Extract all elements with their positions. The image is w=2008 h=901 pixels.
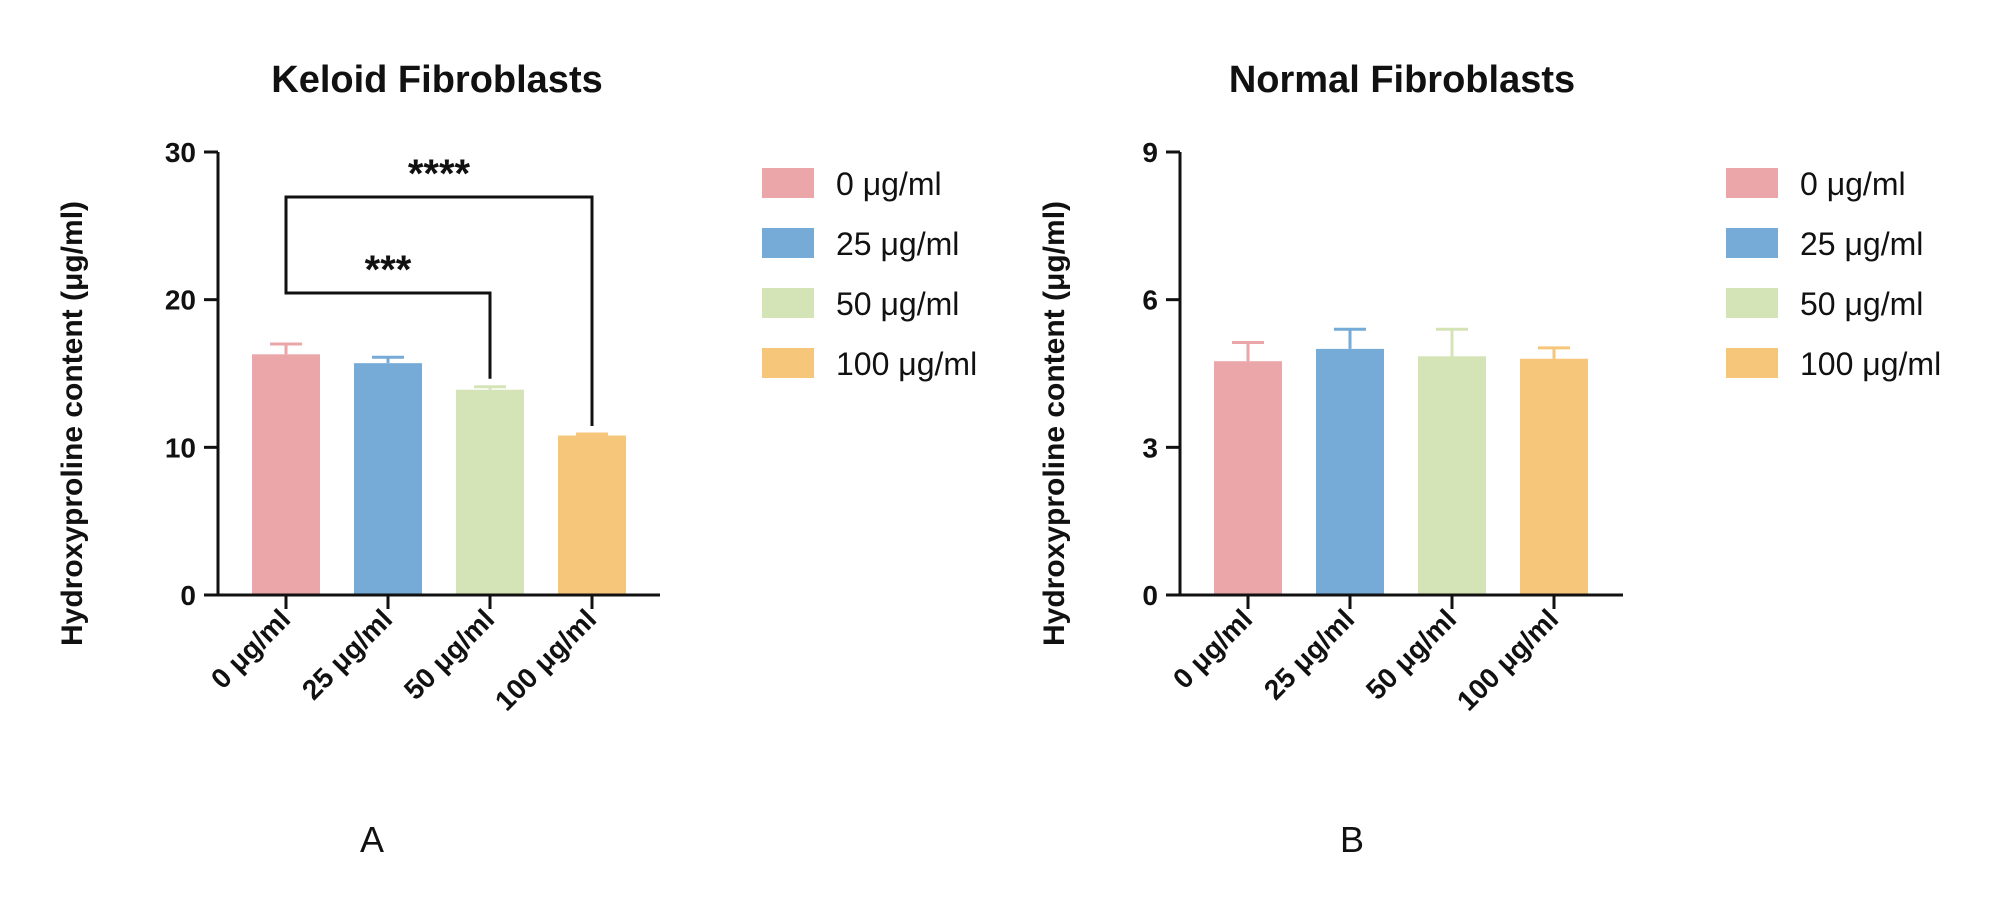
bar-2 bbox=[354, 363, 422, 595]
x-category-label: 0 μg/ml bbox=[1167, 603, 1258, 694]
legend-swatch-2 bbox=[762, 228, 814, 258]
legend-label: 0 μg/ml bbox=[836, 166, 942, 202]
y-axis-label: Hydroxyproline content (μg/ml) bbox=[1038, 201, 1071, 646]
legend-label: 25 μg/ml bbox=[836, 226, 959, 262]
panel-b: Normal Fibroblasts Hydroxyproline content… bbox=[1038, 59, 1941, 860]
bar-4 bbox=[1520, 358, 1588, 595]
legend-label: 50 μg/ml bbox=[836, 286, 959, 322]
legend-label: 50 μg/ml bbox=[1800, 286, 1923, 322]
panel-label: A bbox=[360, 819, 384, 860]
legend-swatch-3 bbox=[1726, 288, 1778, 318]
chart-title: Keloid Fibroblasts bbox=[271, 59, 602, 101]
bar-1 bbox=[1214, 361, 1282, 595]
x-category-label: 25 μg/ml bbox=[296, 603, 398, 705]
legend-label: 100 μg/ml bbox=[836, 346, 977, 382]
chart-title: Normal Fibroblasts bbox=[1229, 59, 1575, 101]
y-tick-label: 0 bbox=[1142, 580, 1158, 611]
legend-swatch-1 bbox=[1726, 168, 1778, 198]
significance-bracket-1 bbox=[284, 265, 492, 379]
bar-3 bbox=[456, 389, 524, 595]
bar-3 bbox=[1418, 356, 1486, 595]
y-tick-label: 9 bbox=[1142, 137, 1158, 168]
bar-4 bbox=[558, 435, 626, 595]
legend-swatch-1 bbox=[762, 168, 814, 198]
significance-bracket-2 bbox=[284, 195, 594, 427]
y-tick-label: 0 bbox=[180, 580, 196, 611]
x-category-label: 25 μg/ml bbox=[1258, 603, 1360, 705]
significance-label: **** bbox=[408, 152, 471, 196]
legend-swatch-3 bbox=[762, 288, 814, 318]
panel-label: B bbox=[1340, 819, 1364, 860]
y-tick-label: 10 bbox=[165, 432, 196, 463]
panel-a: Keloid Fibroblasts Hydroxyproline content… bbox=[56, 59, 977, 860]
bar-2 bbox=[1316, 348, 1384, 595]
x-category-label: 100 μg/ml bbox=[1451, 603, 1564, 716]
x-category-label: 0 μg/ml bbox=[205, 603, 296, 694]
x-category-label: 50 μg/ml bbox=[398, 603, 500, 705]
y-axis-label: Hydroxyproline content (μg/ml) bbox=[56, 201, 89, 646]
legend-label: 100 μg/ml bbox=[1800, 346, 1941, 382]
legend-swatch-4 bbox=[762, 348, 814, 378]
x-category-label: 100 μg/ml bbox=[489, 603, 602, 716]
y-tick-label: 6 bbox=[1142, 285, 1158, 316]
significance-label: *** bbox=[365, 248, 412, 292]
y-tick-label: 20 bbox=[165, 285, 196, 316]
legend-swatch-4 bbox=[1726, 348, 1778, 378]
legend-label: 25 μg/ml bbox=[1800, 226, 1923, 262]
legend-swatch-2 bbox=[1726, 228, 1778, 258]
y-tick-label: 30 bbox=[165, 137, 196, 168]
legend-label: 0 μg/ml bbox=[1800, 166, 1906, 202]
y-tick-label: 3 bbox=[1142, 432, 1158, 463]
x-category-label: 50 μg/ml bbox=[1360, 603, 1462, 705]
bar-1 bbox=[252, 354, 320, 595]
